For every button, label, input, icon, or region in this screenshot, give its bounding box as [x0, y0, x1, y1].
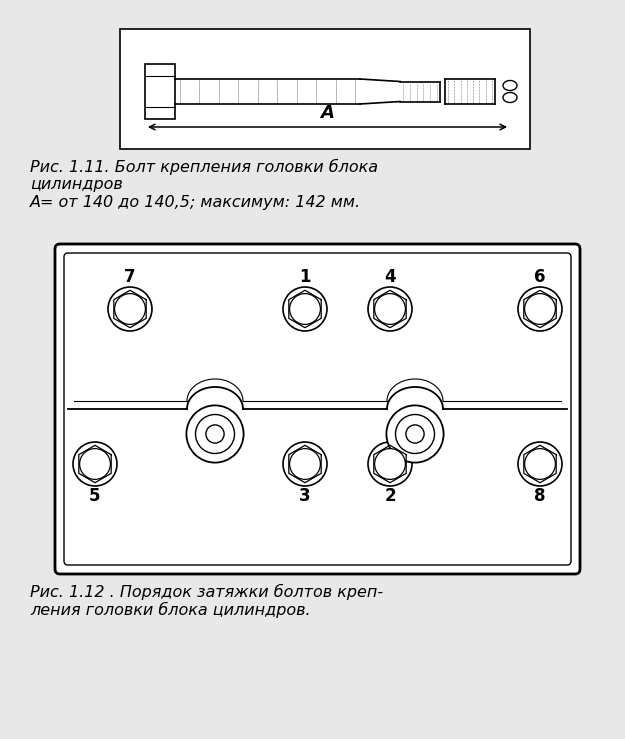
- Ellipse shape: [374, 449, 406, 480]
- Bar: [145, 64, 175, 119]
- Ellipse shape: [114, 293, 146, 324]
- Text: ления головки блока цилиндров.: ления головки блока цилиндров.: [30, 602, 311, 618]
- Ellipse shape: [206, 425, 224, 443]
- Text: 2: 2: [384, 487, 396, 505]
- Ellipse shape: [283, 287, 327, 331]
- Ellipse shape: [289, 293, 321, 324]
- Text: 4: 4: [384, 268, 396, 286]
- Text: Рис. 1.11. Болт крепления головки блока: Рис. 1.11. Болт крепления головки блока: [30, 159, 378, 175]
- Ellipse shape: [503, 92, 517, 103]
- Ellipse shape: [79, 449, 111, 480]
- Text: А= от 140 до 140,5; максимум: 142 мм.: А= от 140 до 140,5; максимум: 142 мм.: [30, 195, 361, 210]
- Text: цилиндров: цилиндров: [30, 177, 123, 192]
- Ellipse shape: [406, 425, 424, 443]
- FancyBboxPatch shape: [64, 253, 571, 565]
- Ellipse shape: [283, 442, 327, 486]
- Text: 1: 1: [299, 268, 311, 286]
- Ellipse shape: [524, 449, 556, 480]
- Ellipse shape: [518, 442, 562, 486]
- Ellipse shape: [196, 415, 234, 454]
- Ellipse shape: [73, 442, 117, 486]
- Ellipse shape: [186, 406, 244, 463]
- Ellipse shape: [386, 406, 444, 463]
- FancyBboxPatch shape: [55, 244, 580, 574]
- Ellipse shape: [374, 293, 406, 324]
- Ellipse shape: [524, 293, 556, 324]
- Text: 6: 6: [534, 268, 546, 286]
- Ellipse shape: [368, 442, 412, 486]
- Ellipse shape: [368, 287, 412, 331]
- Text: Рис. 1.12 . Порядок затяжки болтов креп-: Рис. 1.12 . Порядок затяжки болтов креп-: [30, 584, 383, 600]
- Ellipse shape: [396, 415, 434, 454]
- Text: A: A: [321, 104, 334, 122]
- Bar: [120, 29, 530, 149]
- Ellipse shape: [503, 81, 517, 90]
- Ellipse shape: [289, 449, 321, 480]
- Text: 3: 3: [299, 487, 311, 505]
- Ellipse shape: [108, 287, 152, 331]
- Ellipse shape: [518, 287, 562, 331]
- Text: 5: 5: [89, 487, 101, 505]
- Text: 8: 8: [534, 487, 546, 505]
- Text: 7: 7: [124, 268, 136, 286]
